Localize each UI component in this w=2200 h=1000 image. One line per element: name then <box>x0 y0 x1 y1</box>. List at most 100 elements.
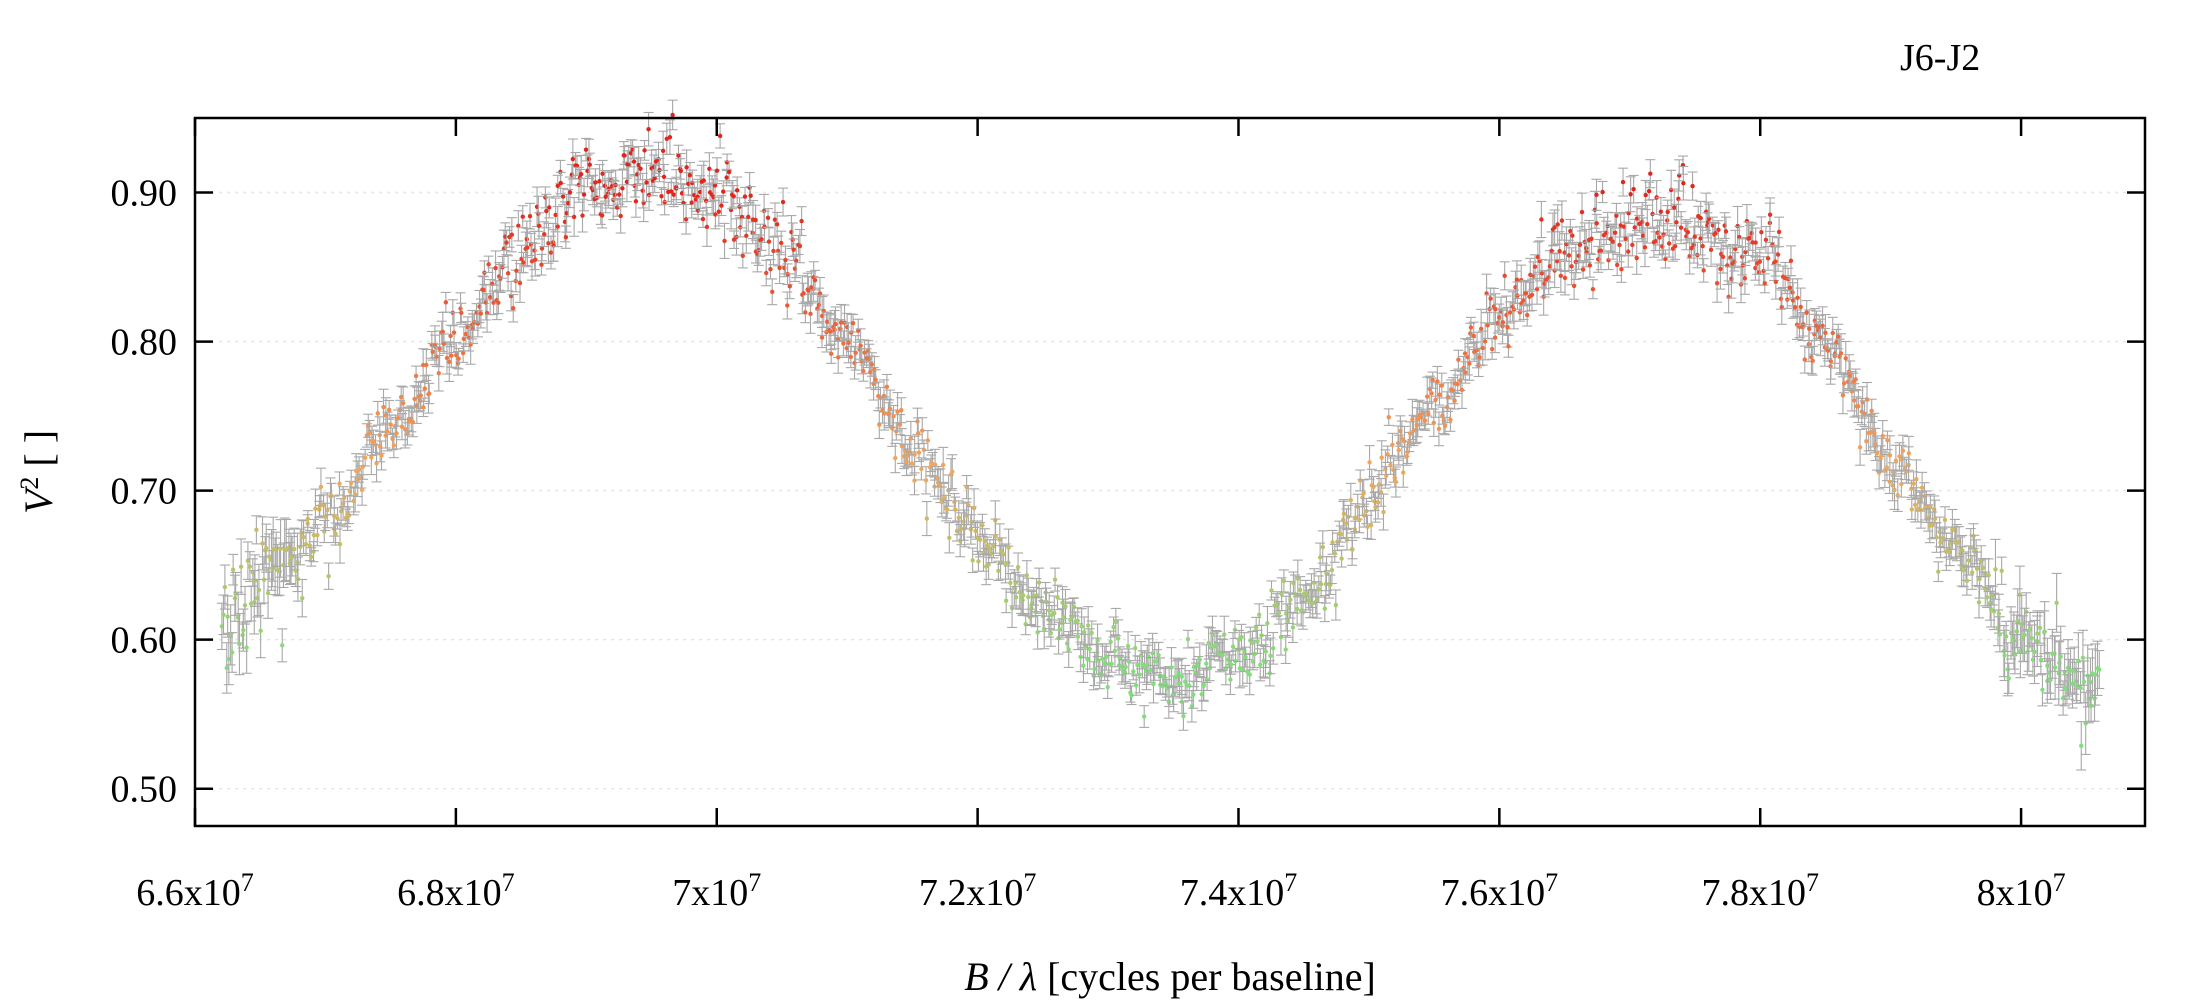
data-point <box>543 222 554 264</box>
data-point <box>1732 205 1743 247</box>
data-point <box>1329 543 1340 563</box>
data-point <box>302 510 313 528</box>
data-point <box>1892 478 1903 512</box>
data-point <box>1474 348 1485 367</box>
data-point <box>727 180 738 210</box>
data-point <box>1101 643 1112 671</box>
data-point <box>2034 611 2045 644</box>
data-point <box>475 298 486 329</box>
data-point <box>2025 611 2036 647</box>
data-point <box>1018 575 1029 616</box>
data-point <box>1176 657 1187 696</box>
x-tick-label-3: 7.2x107 <box>919 868 1036 915</box>
data-point <box>736 205 747 229</box>
data-point <box>761 259 772 287</box>
data-point <box>334 524 345 564</box>
data-point <box>1316 570 1327 598</box>
data-point <box>1628 174 1639 204</box>
data-point <box>967 547 978 574</box>
data-point <box>1276 577 1287 612</box>
data-point <box>567 138 578 180</box>
data-point <box>843 322 854 364</box>
data-point <box>953 500 964 536</box>
data-point <box>1968 523 1979 550</box>
data-point <box>1123 648 1134 675</box>
y-tick-label-0: 0.50 <box>111 769 178 811</box>
data-point <box>1219 615 1230 654</box>
data-point <box>623 144 634 186</box>
data-point <box>2077 629 2088 686</box>
data-point <box>1723 280 1734 314</box>
data-point <box>411 386 422 424</box>
data-point <box>1951 523 1962 562</box>
data-point <box>2067 658 2078 709</box>
data-point <box>782 291 793 320</box>
data-point <box>796 206 807 237</box>
data-point <box>936 486 947 518</box>
data-point <box>297 578 308 618</box>
data-point <box>711 157 722 185</box>
data-point <box>522 227 533 268</box>
data-point <box>1840 340 1851 376</box>
data-point <box>784 273 795 300</box>
data-point <box>1855 428 1866 466</box>
data-point <box>1364 445 1375 480</box>
data-point <box>364 419 375 446</box>
data-point <box>563 189 574 218</box>
data-point <box>1258 644 1269 678</box>
data-point <box>1376 440 1387 476</box>
data-point <box>1785 245 1796 277</box>
data-point <box>1721 216 1732 247</box>
data-point <box>1801 300 1812 326</box>
data-point <box>1503 334 1514 358</box>
data-point <box>453 347 464 370</box>
data-point <box>227 632 238 673</box>
data-point <box>1687 171 1698 201</box>
plot-frame <box>193 116 2147 828</box>
data-point <box>768 236 779 266</box>
data-point <box>255 603 266 659</box>
data-point <box>1499 261 1510 291</box>
data-point <box>996 537 1007 565</box>
data-point <box>1655 197 1666 227</box>
data-point <box>242 541 253 580</box>
data-point <box>667 99 678 131</box>
grid-lines <box>195 191 2145 790</box>
data-point <box>1770 264 1781 300</box>
data-point <box>1706 232 1717 267</box>
data-point <box>1897 434 1908 467</box>
data-point <box>1739 261 1750 295</box>
data-point <box>896 428 907 464</box>
data-point <box>1722 245 1733 286</box>
data-point <box>675 152 686 190</box>
data-point <box>1440 416 1451 436</box>
data-point <box>664 119 675 155</box>
data-point <box>1882 430 1893 451</box>
data-point <box>1032 615 1043 650</box>
data-point <box>855 328 866 364</box>
y-axis-label: V2 [ ] <box>15 430 62 514</box>
data-point <box>615 198 626 234</box>
data-point <box>1853 389 1864 424</box>
data-point <box>848 313 859 333</box>
data-point <box>264 533 275 580</box>
data-point <box>1719 212 1730 239</box>
data-point <box>1278 569 1289 593</box>
data-point <box>696 164 707 199</box>
data-point <box>1618 167 1629 197</box>
data-point <box>1833 323 1844 350</box>
data-point <box>1358 479 1369 508</box>
data-point <box>525 202 536 230</box>
data-point <box>1347 539 1358 560</box>
data-point <box>218 594 229 636</box>
data-point <box>1584 252 1595 278</box>
data-point <box>1903 435 1914 471</box>
data-point <box>977 513 988 537</box>
data-point <box>681 203 692 235</box>
data-point <box>1412 400 1423 438</box>
data-point <box>1933 561 1944 583</box>
data-point <box>517 205 528 229</box>
data-point <box>1123 631 1134 661</box>
data-point <box>1341 529 1352 551</box>
data-point <box>890 442 901 474</box>
